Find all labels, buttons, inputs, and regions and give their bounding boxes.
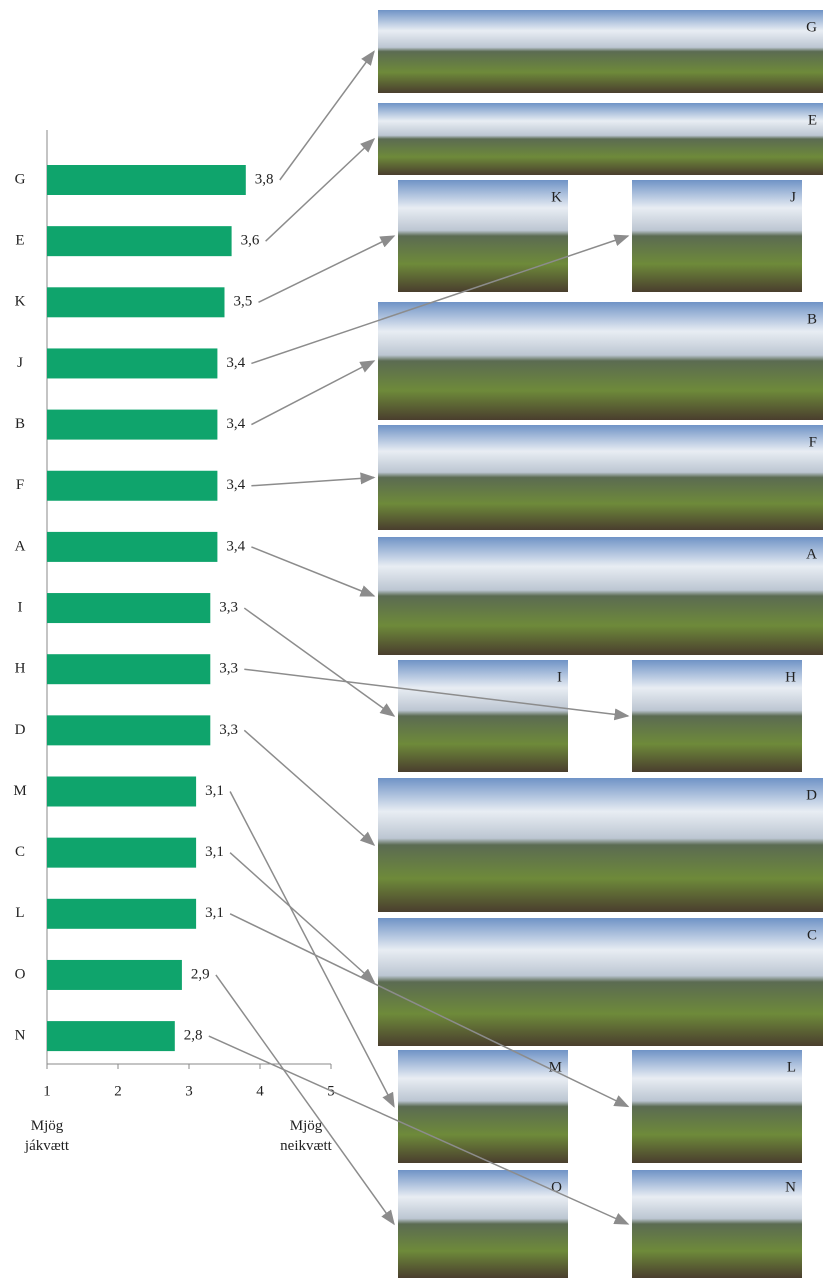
- photo-label: F: [809, 434, 817, 450]
- bar: [47, 715, 211, 746]
- photo: [632, 660, 802, 772]
- value-label: 3,6: [241, 233, 260, 249]
- photo: [378, 537, 823, 655]
- y-tick-label: G: [15, 171, 26, 187]
- bar: [47, 531, 218, 562]
- value-label: 3,3: [219, 599, 238, 615]
- bar: [47, 776, 197, 807]
- photo-label: L: [787, 1059, 796, 1075]
- y-tick-label: E: [15, 233, 24, 249]
- value-label: 3,1: [205, 783, 224, 799]
- y-tick-label: L: [15, 905, 24, 921]
- arrow: [251, 360, 376, 426]
- photo: [632, 180, 802, 292]
- photo: [632, 1050, 802, 1163]
- bar: [47, 1021, 175, 1052]
- value-label: 2,8: [184, 1028, 203, 1044]
- bar: [47, 348, 218, 379]
- photo-label: K: [551, 189, 562, 205]
- y-tick-label: I: [18, 599, 23, 615]
- photo-label: H: [785, 669, 796, 685]
- y-tick-label: M: [13, 783, 26, 799]
- arrow: [251, 472, 376, 487]
- value-label: 3,1: [205, 844, 224, 860]
- bar: [47, 654, 211, 685]
- value-label: 3,5: [234, 294, 253, 310]
- y-tick-label: A: [15, 538, 26, 554]
- arrow: [243, 729, 376, 846]
- y-tick-label: C: [15, 844, 25, 860]
- photo-label: B: [807, 311, 817, 327]
- arrow: [229, 852, 376, 984]
- value-label: 3,3: [219, 661, 238, 677]
- arrow: [229, 913, 630, 1108]
- photo: [398, 1170, 568, 1278]
- bar: [47, 287, 225, 318]
- bar: [47, 898, 197, 929]
- photo-label: J: [790, 189, 796, 205]
- bar: [47, 226, 232, 257]
- bar: [47, 165, 246, 195]
- photo-label: D: [806, 787, 817, 803]
- arrow: [251, 546, 376, 597]
- x-tick-label: 4: [256, 1083, 264, 1099]
- photo: [378, 425, 823, 530]
- value-label: 3,4: [226, 538, 245, 554]
- photo-label: N: [785, 1179, 796, 1195]
- y-tick-label: K: [15, 294, 26, 310]
- y-tick-label: F: [16, 477, 24, 493]
- photo-label: E: [808, 112, 817, 128]
- y-tick-label: H: [15, 661, 26, 677]
- bar: [47, 409, 218, 440]
- photo: [378, 302, 823, 420]
- photo: [398, 1050, 568, 1163]
- x-tick-label: 3: [185, 1083, 193, 1099]
- photo-label: G: [806, 19, 817, 35]
- arrow: [279, 50, 375, 181]
- x-tick-label: 1: [43, 1083, 51, 1099]
- photo-label: I: [557, 669, 562, 685]
- value-label: 3,8: [255, 171, 274, 187]
- photo-label: O: [551, 1179, 562, 1195]
- photo: [632, 1170, 802, 1278]
- bar: [47, 959, 182, 990]
- arrow: [251, 234, 630, 365]
- value-label: 2,9: [191, 966, 210, 982]
- x-high-label: Mjög neikvætt: [280, 1118, 332, 1154]
- arrow: [258, 235, 396, 303]
- photo: [378, 103, 823, 175]
- arrow: [208, 1035, 630, 1225]
- arrow: [215, 974, 395, 1226]
- value-label: 3,4: [226, 355, 245, 371]
- photo-label: M: [549, 1059, 562, 1075]
- bar: [47, 593, 211, 624]
- arrow: [243, 607, 396, 717]
- arrow: [265, 137, 376, 242]
- photo: [378, 10, 823, 93]
- y-tick-label: N: [15, 1028, 26, 1044]
- bar: [47, 837, 197, 868]
- value-label: 3,1: [205, 905, 224, 921]
- photo: [378, 918, 823, 1046]
- x-low-label: Mjög jákvætt: [24, 1118, 70, 1154]
- bar: [47, 470, 218, 501]
- y-tick-label: J: [17, 355, 23, 371]
- value-label: 3,4: [226, 477, 245, 493]
- y-tick-label: B: [15, 416, 25, 432]
- arrow: [244, 668, 630, 721]
- photo-label: A: [806, 546, 817, 562]
- value-label: 3,4: [226, 416, 245, 432]
- photo-label: C: [807, 927, 817, 943]
- y-tick-label: D: [15, 722, 26, 738]
- value-label: 3,3: [219, 722, 238, 738]
- arrow: [229, 791, 395, 1108]
- y-tick-label: O: [15, 966, 26, 982]
- photo: [398, 180, 568, 292]
- photo: [378, 778, 823, 912]
- x-tick-label: 2: [114, 1083, 122, 1099]
- photo: [398, 660, 568, 772]
